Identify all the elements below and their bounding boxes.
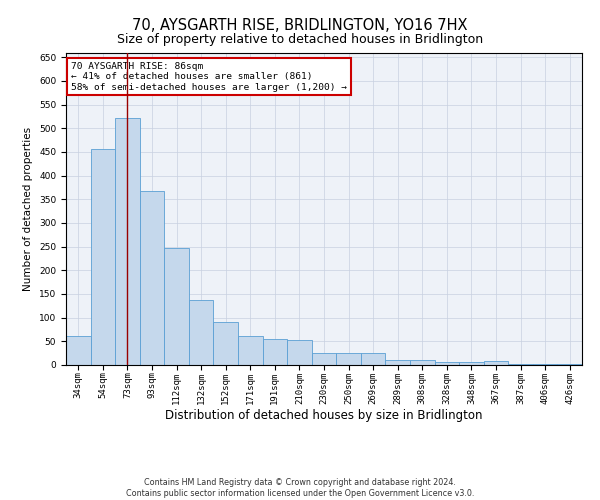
Bar — [459, 362, 484, 365]
Bar — [533, 364, 557, 365]
Y-axis label: Number of detached properties: Number of detached properties — [23, 126, 34, 291]
Bar — [336, 353, 361, 365]
Bar — [263, 339, 287, 365]
Bar — [410, 360, 434, 365]
Text: 70 AYSGARTH RISE: 86sqm
← 41% of detached houses are smaller (861)
58% of semi-d: 70 AYSGARTH RISE: 86sqm ← 41% of detache… — [71, 62, 347, 92]
Bar — [115, 118, 140, 365]
Bar — [238, 336, 263, 365]
Bar — [164, 248, 189, 365]
Bar — [361, 353, 385, 365]
Text: 70, AYSGARTH RISE, BRIDLINGTON, YO16 7HX: 70, AYSGARTH RISE, BRIDLINGTON, YO16 7HX — [132, 18, 468, 32]
Bar — [189, 300, 214, 365]
Bar — [66, 336, 91, 365]
Bar — [91, 149, 115, 365]
X-axis label: Distribution of detached houses by size in Bridlington: Distribution of detached houses by size … — [165, 409, 483, 422]
Bar — [312, 353, 336, 365]
Bar — [140, 191, 164, 365]
Bar — [287, 340, 312, 365]
Bar — [508, 364, 533, 365]
Text: Contains HM Land Registry data © Crown copyright and database right 2024.
Contai: Contains HM Land Registry data © Crown c… — [126, 478, 474, 498]
Bar — [385, 360, 410, 365]
Text: Size of property relative to detached houses in Bridlington: Size of property relative to detached ho… — [117, 32, 483, 46]
Bar — [214, 322, 238, 365]
Bar — [557, 364, 582, 365]
Bar — [484, 361, 508, 365]
Bar — [434, 362, 459, 365]
